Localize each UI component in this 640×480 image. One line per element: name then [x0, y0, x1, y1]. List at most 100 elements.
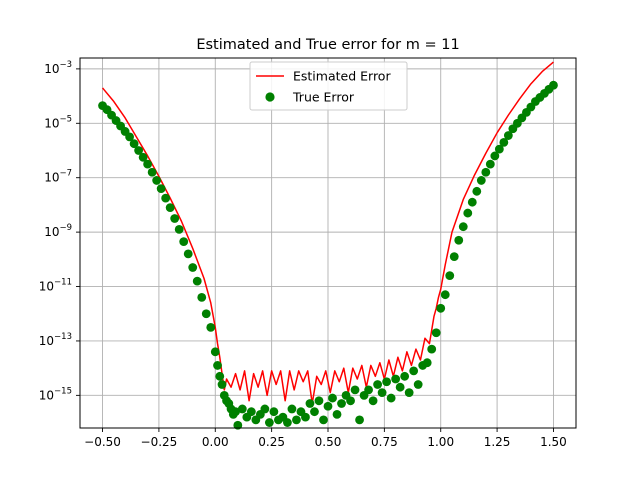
- true-error-point: [499, 137, 509, 147]
- true-error-point: [215, 371, 225, 381]
- true-error-point: [138, 152, 148, 162]
- x-tick-label: 0.75: [371, 435, 398, 449]
- true-error-point: [328, 393, 337, 403]
- true-error-point: [213, 361, 222, 370]
- true-error-point: [337, 399, 346, 408]
- true-error-point: [346, 396, 355, 406]
- true-error-point: [458, 222, 468, 232]
- true-error-point: [454, 235, 464, 245]
- y-tick-label: 10−7: [44, 169, 72, 185]
- true-error-point: [260, 404, 270, 414]
- true-error-point: [143, 159, 153, 169]
- true-error-point: [355, 415, 364, 425]
- legend-true-label: True Error: [292, 90, 355, 105]
- true-error-point: [391, 374, 401, 384]
- true-error-point: [237, 404, 247, 414]
- true-error-point: [210, 347, 220, 357]
- true-error-point: [179, 237, 189, 247]
- true-error-point: [165, 203, 175, 213]
- chart-title: Estimated and True error for m = 11: [196, 37, 459, 53]
- true-error-point: [264, 418, 274, 427]
- legend-estimated-label: Estimated Error: [293, 69, 391, 84]
- y-tick-label: 10−9: [44, 223, 72, 239]
- true-error-point: [183, 249, 193, 259]
- true-error-point: [292, 415, 301, 425]
- true-error-point: [395, 382, 405, 392]
- y-axis: 10−3 10−5 10−7 10−9 10−11 10−13 10−15: [39, 60, 80, 402]
- x-tick-label: 1.00: [427, 435, 454, 449]
- true-error-point: [481, 167, 491, 177]
- true-error-point: [463, 208, 473, 218]
- true-error-point: [319, 415, 328, 425]
- x-tick-label: −0.25: [141, 435, 178, 449]
- true-error-point: [310, 407, 319, 417]
- true-error-point: [125, 132, 134, 142]
- true-error-point: [231, 407, 240, 417]
- true-error-point: [197, 293, 207, 302]
- true-error-point: [134, 146, 144, 155]
- true-error-point: [350, 385, 360, 395]
- true-error-point: [445, 271, 455, 281]
- true-error-point: [301, 412, 310, 422]
- x-tick-label: 0.50: [315, 435, 342, 449]
- true-error-point: [217, 380, 227, 389]
- true-error-point: [129, 139, 139, 149]
- true-error-point: [170, 214, 180, 223]
- true-error-point: [386, 393, 396, 403]
- grid: [80, 58, 576, 428]
- true-error-point: [323, 401, 333, 411]
- y-tick-label: 10−3: [44, 60, 72, 76]
- true-error-point: [404, 388, 414, 398]
- true-error-point: [549, 80, 558, 90]
- true-error-point: [485, 159, 495, 169]
- true-error-point: [431, 328, 441, 338]
- true-error-point: [287, 404, 297, 414]
- true-error-point: [467, 197, 477, 207]
- true-error-point: [494, 144, 504, 154]
- true-error-point: [503, 131, 513, 140]
- true-error-point: [246, 407, 256, 417]
- true-error-point: [400, 371, 410, 381]
- true-error-point: [490, 151, 500, 161]
- true-error-point: [427, 344, 437, 354]
- legend-box: [249, 61, 408, 111]
- true-error-point: [373, 380, 382, 389]
- true-error-point: [440, 290, 450, 300]
- x-axis: −0.50 −0.25 0.00 0.25 0.50 0.75 1.00 1.25 1.50: [84, 428, 567, 449]
- true-error-point: [269, 407, 279, 417]
- true-error-point: [382, 377, 392, 387]
- true-error-point: [449, 252, 459, 261]
- x-tick-label: 0.00: [202, 435, 229, 449]
- true-error-point: [314, 396, 324, 406]
- true-error-point: [201, 309, 211, 319]
- true-error-point: [332, 410, 342, 419]
- true-error-point: [156, 184, 166, 193]
- true-error-point: [174, 225, 184, 234]
- x-tick-label: 0.25: [258, 435, 285, 449]
- x-tick-label: −0.50: [84, 435, 121, 449]
- x-tick-label: 1.25: [484, 435, 511, 449]
- true-error-point: [152, 176, 162, 185]
- true-error-point: [368, 396, 378, 406]
- true-error-point: [377, 388, 387, 398]
- true-error-point: [161, 193, 171, 203]
- true-error-point: [233, 420, 243, 430]
- y-tick-label: 10−15: [39, 386, 72, 402]
- legend: Estimated Error True Error: [249, 61, 408, 111]
- y-tick-label: 10−13: [39, 332, 72, 348]
- true-error-point: [422, 358, 432, 368]
- legend-true-swatch: [265, 92, 275, 102]
- true-error-point: [192, 276, 202, 286]
- true-error-point: [147, 167, 157, 177]
- true-error-point: [436, 303, 446, 313]
- true-error-point: [283, 418, 292, 427]
- true-error-point: [206, 322, 216, 332]
- y-tick-label: 10−5: [44, 114, 72, 130]
- true-error-point: [364, 385, 373, 395]
- true-error-point: [413, 380, 423, 389]
- plot-series: [98, 61, 558, 430]
- true-error-point: [409, 366, 419, 376]
- true-error-point: [476, 176, 486, 185]
